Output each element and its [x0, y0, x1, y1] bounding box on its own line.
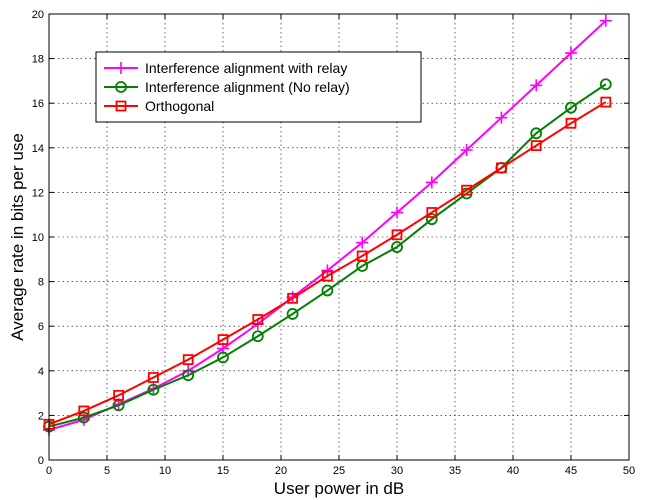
x-tick-label: 15: [217, 465, 229, 477]
data-point: [425, 213, 438, 226]
y-tick-label: 2: [38, 410, 44, 422]
x-tick-label: 50: [623, 465, 635, 477]
data-point: [460, 144, 473, 157]
y-axis-title: Average rate in bits per use: [8, 133, 27, 341]
data-point: [77, 411, 90, 424]
series-2: [43, 78, 612, 433]
series-line: [48, 101, 607, 426]
x-tick-label: 25: [333, 465, 345, 477]
legend-marker: [115, 81, 127, 93]
y-tick-label: 8: [38, 277, 44, 289]
series-line: [48, 83, 607, 428]
x-tick-label: 20: [275, 465, 287, 477]
series-layer: [43, 14, 612, 436]
y-tick-label: 16: [32, 98, 44, 110]
y-tick-label: 10: [32, 232, 44, 244]
x-tick-label: 0: [46, 465, 52, 477]
data-point: [565, 101, 577, 114]
data-point: [217, 334, 229, 345]
legend-item: Interference alignment with relay: [104, 60, 347, 76]
data-point: [321, 270, 333, 282]
data-point: [530, 127, 543, 140]
data-point: [113, 389, 124, 401]
data-point: [356, 236, 369, 249]
data-point: [600, 96, 612, 108]
data-point: [182, 369, 195, 382]
y-tick-label: 18: [32, 54, 44, 66]
y-tick-label: 0: [38, 455, 44, 467]
data-point: [356, 250, 368, 262]
x-tick-label: 10: [159, 465, 171, 477]
x-tick-label: 30: [391, 465, 403, 477]
data-point: [286, 308, 299, 320]
data-point: [599, 78, 612, 91]
data-point: [530, 140, 542, 151]
legend-marker: [115, 62, 127, 74]
y-tick-label: 14: [32, 143, 44, 155]
data-point: [321, 284, 334, 297]
data-point: [321, 264, 334, 277]
data-point: [391, 241, 403, 253]
data-point: [599, 14, 612, 27]
y-tick-label: 20: [32, 9, 44, 21]
legend: Interference alignment with relay Interfe…: [95, 51, 422, 123]
data-point: [217, 351, 229, 364]
axis-ticks: 0 5 10 15 20 25 30 35 40 45 50 0 2 4 6 8 10 12 14 16 18 20: [32, 9, 635, 477]
legend-label: Interference alignment with relay: [145, 60, 347, 76]
data-point: [287, 292, 299, 304]
legend-item: Interference alignment (No relay): [104, 79, 350, 95]
data-point: [530, 79, 543, 92]
legend-label: Orthogonal: [145, 98, 214, 114]
legend-item: Orthogonal: [104, 98, 214, 114]
legend-marker: [115, 100, 127, 112]
x-tick-label: 5: [104, 465, 110, 477]
y-tick-label: 6: [38, 321, 44, 333]
legend-label: Interference alignment (No relay): [145, 79, 350, 95]
x-tick-label: 40: [507, 465, 519, 477]
data-point: [391, 206, 403, 219]
data-point: [425, 176, 438, 189]
data-point: [391, 229, 403, 241]
x-tick-label: 45: [565, 465, 577, 477]
data-point: [182, 354, 194, 366]
x-tick-label: 35: [449, 465, 461, 477]
y-tick-label: 4: [38, 366, 44, 378]
data-point: [565, 47, 577, 60]
data-point: [252, 314, 264, 325]
data-point: [147, 372, 159, 383]
data-point: [251, 330, 264, 343]
legend-box: [95, 51, 422, 123]
x-axis-title: User power in dB: [274, 479, 404, 498]
data-point: [147, 383, 160, 396]
series-3: [43, 96, 612, 430]
data-point: [495, 111, 508, 124]
data-point: [78, 405, 90, 417]
data-point: [461, 184, 473, 196]
data-point: [565, 117, 577, 129]
data-point: [495, 162, 507, 174]
y-tick-label: 12: [32, 187, 44, 199]
data-point: [426, 207, 438, 218]
